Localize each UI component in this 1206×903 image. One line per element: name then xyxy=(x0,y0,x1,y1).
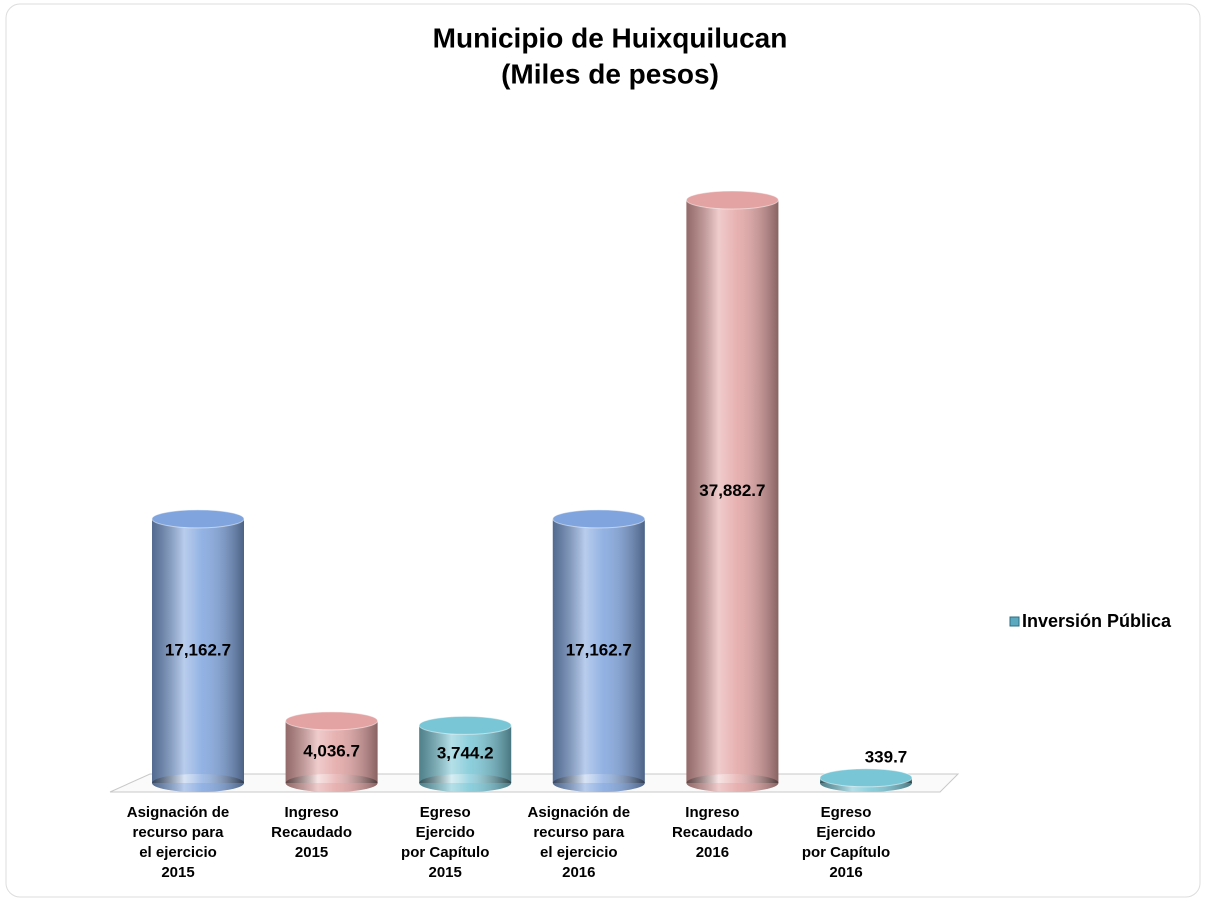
x-tick-label: 2016 xyxy=(562,864,595,881)
chart-title: Municipio de Huixquilucan xyxy=(433,22,788,53)
x-tick-label: Ejercido xyxy=(416,824,475,841)
bar-shade xyxy=(285,720,378,783)
x-tick-label: 2016 xyxy=(696,844,729,861)
x-tick-label: 2015 xyxy=(161,864,194,881)
data-label: 17,162.7 xyxy=(165,640,231,659)
legend-marker xyxy=(1009,616,1020,627)
bar-shade xyxy=(686,200,779,783)
x-tick-label: 2015 xyxy=(295,844,328,861)
bar xyxy=(418,715,512,792)
bar-top xyxy=(685,190,779,210)
x-tick-label: Asignación de xyxy=(127,804,230,821)
x-tick-label: Ingreso xyxy=(685,804,739,821)
bar-shade xyxy=(552,518,645,783)
bar-top xyxy=(151,509,245,529)
x-tick-label: Ingreso xyxy=(285,804,339,821)
data-label: 339.7 xyxy=(865,747,908,766)
x-tick-label: Egreso xyxy=(420,804,471,821)
x-tick-label: el ejercicio xyxy=(540,844,618,861)
bar xyxy=(285,711,379,792)
bar-top xyxy=(285,711,379,731)
x-tick-label: por Capítulo xyxy=(401,844,489,861)
x-tick-label: recurso para xyxy=(133,824,225,841)
bar-top xyxy=(819,768,913,788)
bar-top xyxy=(418,715,512,735)
x-tick-label: 2015 xyxy=(429,864,462,881)
data-label: 37,882.7 xyxy=(699,481,765,500)
data-label: 17,162.7 xyxy=(566,640,632,659)
x-tick-label: por Capítulo xyxy=(802,844,890,861)
x-tick-label: Ejercido xyxy=(816,824,875,841)
x-tick-label: el ejercicio xyxy=(139,844,217,861)
x-tick-label: 2016 xyxy=(829,864,862,881)
legend-label: Inversión Pública xyxy=(1022,611,1172,631)
bar-top xyxy=(552,509,646,529)
bar xyxy=(685,190,779,792)
data-label: 3,744.2 xyxy=(437,744,494,763)
bar xyxy=(552,509,646,792)
data-label: 4,036.7 xyxy=(303,741,360,760)
x-tick-label: Asignación de xyxy=(528,804,631,821)
x-tick-label: Recaudado xyxy=(271,824,352,841)
x-tick-label: Egreso xyxy=(821,804,872,821)
chart-frame xyxy=(5,3,1201,898)
x-tick-label: recurso para xyxy=(533,824,625,841)
bar-shade xyxy=(152,518,244,783)
x-tick-label: Recaudado xyxy=(672,824,753,841)
bar xyxy=(819,768,913,792)
chart-subtitle: (Miles de pesos) xyxy=(501,58,719,89)
bar xyxy=(151,509,245,792)
bar-shade xyxy=(419,725,512,783)
